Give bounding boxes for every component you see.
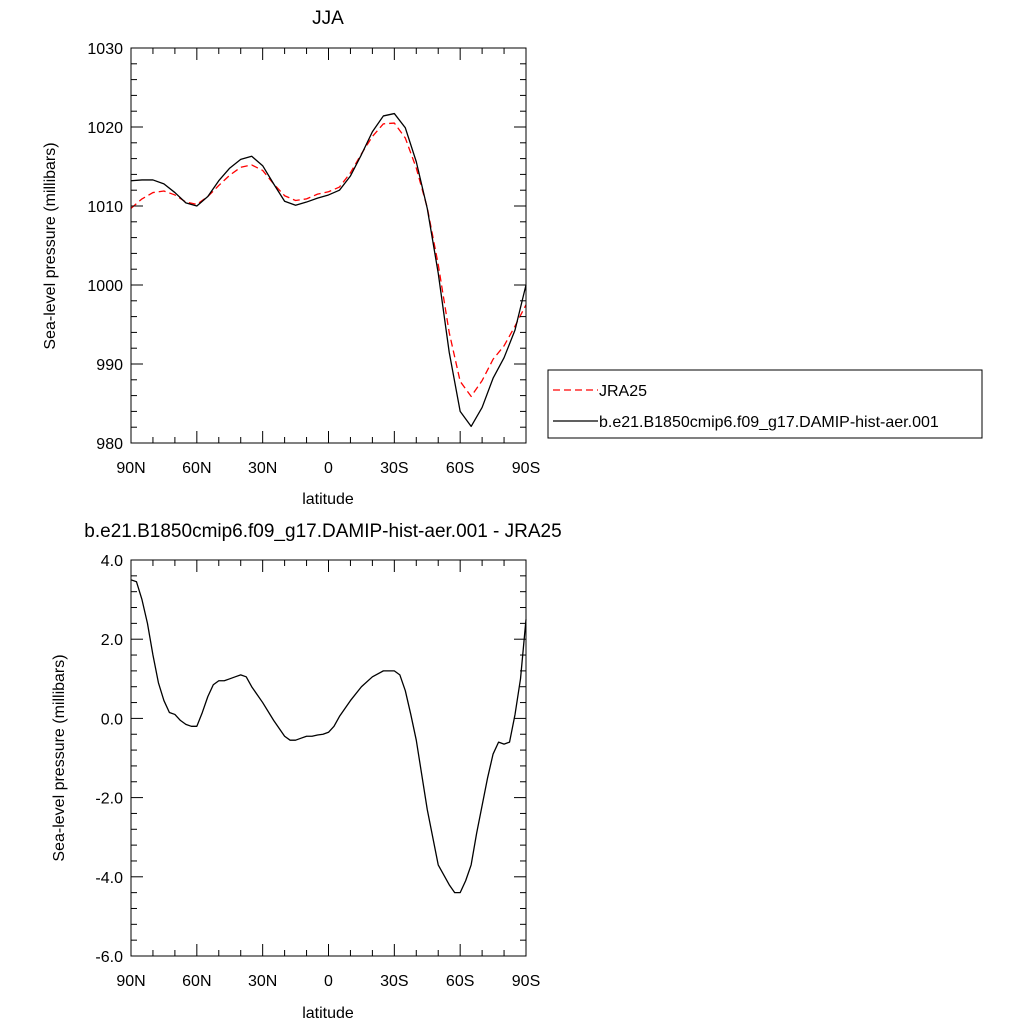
bottom-x-tick-label: 0 xyxy=(324,973,333,990)
top-y-tick-label: 1000 xyxy=(87,278,123,295)
top-panel: JJA 90N 60N 30N 0 30S 60S 90S 980 990 1000 1010 102… xyxy=(42,8,983,508)
top-x-tick-label: 30S xyxy=(380,460,408,477)
bottom-x-tick-label: 90N xyxy=(116,973,145,990)
top-y-tick-label: 1020 xyxy=(87,120,123,137)
top-x-tick-label: 30N xyxy=(248,460,277,477)
bottom-chart-title: b.e21.B1850cmip6.f09_g17.DAMIP-hist-aer.… xyxy=(84,521,561,542)
top-x-tick-label: 60S xyxy=(446,460,474,477)
top-x-tick-label: 90S xyxy=(512,460,540,477)
bottom-panel: b.e21.B1850cmip6.f09_g17.DAMIP-hist-aer.… xyxy=(51,521,562,1022)
top-axis-ticks: 90N 60N 30N 0 30S 60S 90S 980 990 1000 1010 1020 103… xyxy=(87,41,540,477)
bottom-x-axis-label: latitude xyxy=(302,1005,354,1022)
bottom-x-tick-label: 60S xyxy=(446,973,474,990)
top-chart-title: JJA xyxy=(312,8,344,29)
bottom-x-tick-label: 60N xyxy=(182,973,211,990)
bottom-x-tick-label: 30S xyxy=(380,973,408,990)
bottom-plot-lines xyxy=(130,579,527,894)
top-series-line-0 xyxy=(130,122,527,398)
legend-box xyxy=(547,369,983,439)
legend-label-jra25: JRA25 xyxy=(599,383,647,400)
bottom-y-tick-label: 0.0 xyxy=(101,711,123,728)
top-y-tick-label: 980 xyxy=(96,436,123,453)
bottom-y-tick-label: -4.0 xyxy=(95,870,123,887)
bottom-series-line-0 xyxy=(130,579,527,894)
bottom-y-tick-label: -6.0 xyxy=(95,949,123,966)
top-y-tick-label: 1010 xyxy=(87,199,123,216)
top-plot-lines xyxy=(130,112,527,428)
top-x-axis-label: latitude xyxy=(302,491,354,508)
top-y-tick-label: 1030 xyxy=(87,41,123,58)
bottom-x-tick-label: 90S xyxy=(512,973,540,990)
top-series-line-1 xyxy=(130,112,527,428)
legend-label-model: b.e21.B1850cmip6.f09_g17.DAMIP-hist-aer.… xyxy=(599,414,939,431)
bottom-y-tick-label: 4.0 xyxy=(101,553,123,570)
top-y-axis-label: Sea-level pressure (millibars) xyxy=(42,142,59,349)
top-x-tick-label: 90N xyxy=(116,460,145,477)
bottom-y-axis-label: Sea-level pressure (millibars) xyxy=(51,654,68,861)
bottom-y-tick-label: 2.0 xyxy=(101,632,123,649)
top-x-tick-label: 0 xyxy=(324,460,333,477)
bottom-y-tick-label: -2.0 xyxy=(95,791,123,808)
top-x-tick-label: 60N xyxy=(182,460,211,477)
bottom-x-tick-label: 30N xyxy=(248,973,277,990)
top-y-tick-label: 990 xyxy=(96,357,123,374)
bottom-axis-ticks: 90N 60N 30N 0 30S 60S 90S -6.0 -4.0 -2.0 0.0 2.0 4.0 xyxy=(95,553,540,990)
top-legend: JRA25 b.e21.B1850cmip6.f09_g17.DAMIP-his… xyxy=(547,369,983,439)
